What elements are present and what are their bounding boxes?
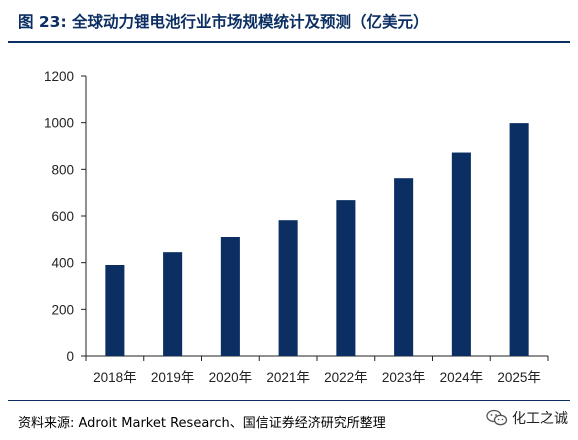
x-axis: 2018年 2019年 2020年 2021年 2022年 2023年 2024年 2025年: [85, 355, 549, 385]
y-tick-label: 600: [51, 209, 74, 224]
bar: [278, 220, 298, 356]
x-tick-label: 2020年: [209, 370, 253, 385]
x-tick-label: 2022年: [324, 370, 368, 385]
y-axis: 0 200 400 600 800 1000 1200: [44, 69, 87, 364]
bar-chart: 0 200 400 600 800 1000 1200 2018年 2019年 2020年 202…: [44, 69, 549, 385]
footer-rule: [8, 400, 570, 401]
y-tick-label: 400: [51, 256, 74, 271]
y-tick-label: 800: [51, 162, 74, 177]
bar: [394, 178, 414, 356]
watermark-text: 化工之诚: [512, 411, 568, 427]
x-tick-label: 2019年: [151, 370, 195, 385]
y-tick-label: 1000: [44, 116, 74, 131]
bar: [336, 200, 356, 356]
bars: [105, 123, 529, 356]
x-tick-label: 2023年: [382, 370, 426, 385]
figure-title: 图 23: 全球动力锂电池行业市场规模统计及预测（亿美元）: [18, 13, 429, 31]
bar: [451, 152, 471, 356]
bar: [105, 265, 125, 356]
x-tick-label: 2018年: [93, 370, 137, 385]
bar: [220, 237, 240, 356]
y-tick-label: 1200: [44, 69, 74, 84]
wechat-icon: [486, 409, 508, 426]
bar: [509, 123, 529, 356]
x-tick-label: 2021年: [266, 370, 310, 385]
source-note: 资料来源: Adroit Market Research、国信证券经济研究所整理: [18, 416, 386, 431]
x-tick-label: 2024年: [440, 370, 484, 385]
bar: [163, 252, 183, 356]
title-rule: [8, 41, 570, 43]
watermark: 化工之诚: [486, 408, 568, 428]
y-tick-label: 200: [51, 302, 74, 317]
y-tick-label: 0: [66, 349, 74, 364]
x-tick-label: 2025年: [497, 370, 541, 385]
